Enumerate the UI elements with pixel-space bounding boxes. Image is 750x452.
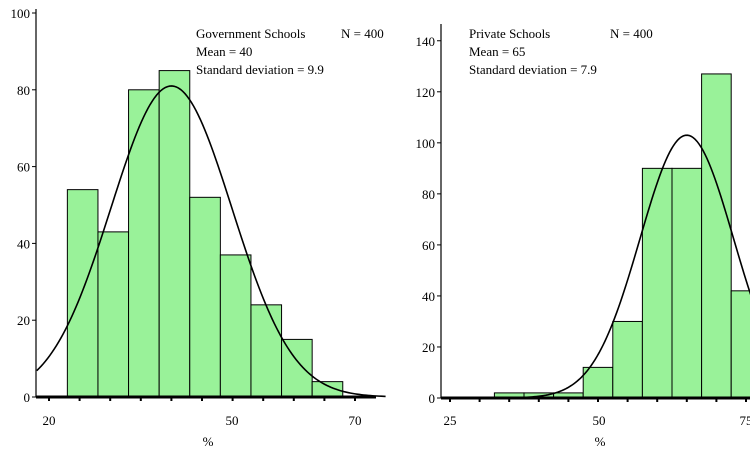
x-tick-label: 75 bbox=[740, 413, 750, 428]
y-tick-label: 40 bbox=[17, 236, 30, 251]
x-axis-label: % bbox=[203, 434, 214, 449]
sample-size-label: N = 400 bbox=[341, 26, 384, 41]
y-tick-label: 60 bbox=[17, 160, 30, 175]
x-tick-label: 70 bbox=[349, 413, 362, 428]
histogram-bar bbox=[251, 305, 282, 397]
chart-title: Private Schools bbox=[469, 26, 550, 41]
histogram-bar bbox=[672, 168, 702, 398]
histogram-bar bbox=[67, 190, 98, 397]
sd-label: Standard deviation = 9.9 bbox=[196, 62, 324, 77]
histogram-bar bbox=[613, 321, 643, 398]
sd-label: Standard deviation = 7.9 bbox=[469, 62, 597, 77]
x-tick-label: 20 bbox=[43, 413, 56, 428]
histogram-bar bbox=[220, 255, 251, 397]
histogram-bar bbox=[642, 168, 672, 398]
histogram-bar bbox=[190, 197, 221, 397]
x-axis-label: % bbox=[595, 434, 606, 449]
government-schools-histogram: 0 20 40 60 80 100 20 50 70% Government Schools N =… bbox=[11, 6, 386, 449]
histogram-bar bbox=[583, 367, 613, 398]
y-tick-label: 80 bbox=[17, 83, 30, 98]
y-tick-label: 120 bbox=[416, 85, 436, 100]
histogram-bar bbox=[129, 90, 160, 397]
y-tick-label: 40 bbox=[422, 289, 435, 304]
histogram-bar bbox=[731, 291, 750, 398]
y-tick-label: 20 bbox=[422, 340, 435, 355]
y-tick-label: 60 bbox=[422, 238, 435, 253]
histogram-bar bbox=[282, 339, 313, 397]
y-tick-label: 0 bbox=[24, 390, 31, 405]
chart-title: Government Schools bbox=[196, 26, 305, 41]
private-schools-histogram: 0 20 40 60 80 100 120 140 25 50 75% Private Schools… bbox=[416, 24, 750, 449]
histogram-bar bbox=[702, 74, 732, 398]
mean-label: Mean = 65 bbox=[469, 44, 525, 59]
x-tick-label: 25 bbox=[444, 413, 457, 428]
histogram-bar bbox=[159, 71, 190, 397]
y-tick-label: 100 bbox=[416, 136, 436, 151]
sample-size-label: N = 400 bbox=[610, 26, 653, 41]
y-tick-label: 80 bbox=[422, 187, 435, 202]
x-tick-label: 50 bbox=[226, 413, 239, 428]
y-tick-label: 0 bbox=[429, 391, 436, 406]
y-tick-label: 100 bbox=[11, 6, 31, 21]
histogram-bar bbox=[98, 232, 129, 397]
y-tick-label: 140 bbox=[416, 34, 436, 49]
x-tick-label: 50 bbox=[593, 413, 606, 428]
y-tick-label: 20 bbox=[17, 313, 30, 328]
mean-label: Mean = 40 bbox=[196, 44, 252, 59]
